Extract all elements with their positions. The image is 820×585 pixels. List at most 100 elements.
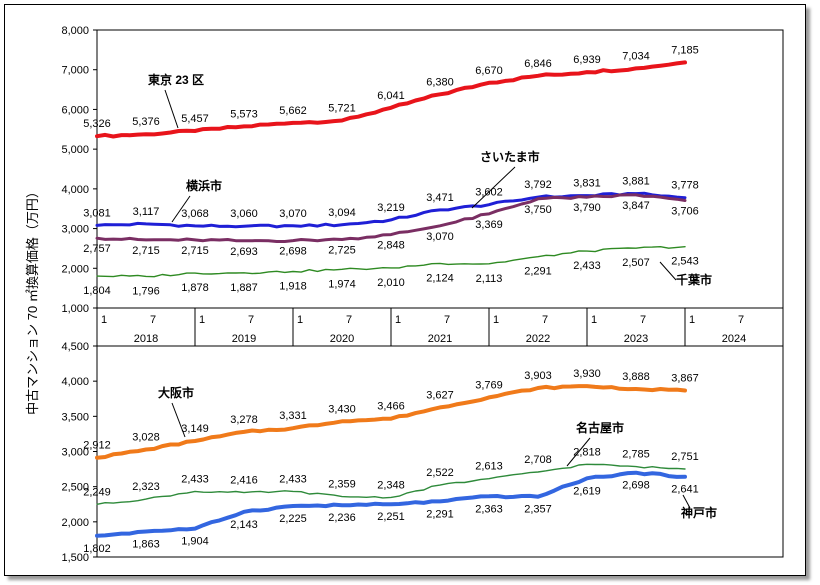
y-tick-label: 2,500	[61, 482, 89, 494]
data-label: 2,708	[524, 454, 552, 466]
data-label: 2,251	[377, 511, 405, 523]
x-year-label: 2022	[526, 333, 550, 345]
data-label: 2,543	[671, 256, 699, 268]
data-label: 3,094	[328, 207, 356, 219]
data-label: 2,113	[476, 273, 503, 285]
data-label: 2,785	[622, 449, 650, 461]
data-label: 1,796	[132, 285, 160, 297]
data-label: 3,070	[426, 231, 454, 243]
data-label: 2,363	[475, 503, 503, 515]
x-axis-band	[96, 307, 784, 347]
data-label: 2,751	[671, 451, 699, 463]
series-name-label: 大阪市	[158, 385, 194, 400]
y-tick-label: 3,000	[61, 224, 89, 236]
x-month-tick-label: 1	[591, 314, 597, 326]
series-line	[95, 191, 687, 229]
data-label: 3,930	[573, 368, 601, 380]
axes-layer: 1,000 2,000 3,000 4,000 5,000 6,000 7,000 8,000…	[61, 25, 784, 564]
y-tick-label: 3,000	[61, 447, 89, 459]
data-label: 2,291	[524, 266, 552, 278]
y-tick-label: 1,000	[61, 303, 89, 315]
series-name-label: 東京 23 区	[148, 72, 204, 87]
data-label: 2,725	[328, 244, 356, 256]
y-tick-label: 4,500	[61, 341, 89, 353]
data-label: 2,522	[426, 467, 454, 479]
data-label: 3,070	[279, 208, 307, 220]
data-label: 3,706	[671, 206, 699, 218]
data-label: 2,143	[230, 519, 258, 531]
data-label: 2,619	[573, 485, 601, 497]
data-label: 3,060	[230, 208, 258, 220]
y-tick-label: 8,000	[61, 25, 89, 37]
data-label: 3,888	[622, 371, 650, 383]
x-month-tick-label: 1	[101, 314, 107, 326]
x-month-tick-label: 1	[493, 314, 499, 326]
data-label: 2,249	[83, 486, 111, 498]
data-label: 3,068	[181, 208, 209, 220]
data-label: 2,433	[573, 260, 601, 272]
series-line	[96, 463, 686, 505]
data-label: 6,380	[426, 76, 454, 88]
data-label: 6,939	[573, 54, 601, 66]
x-month-tick-label: 1	[297, 314, 303, 326]
data-label: 2,433	[279, 473, 307, 485]
series-line	[95, 470, 687, 538]
data-label: 2,757	[83, 243, 111, 255]
data-label: 2,507	[622, 257, 650, 269]
data-label: 2,416	[230, 475, 258, 487]
leader-line	[164, 89, 179, 129]
y-tick-label: 3,500	[61, 411, 89, 423]
data-label: 2,693	[230, 246, 258, 258]
data-label: 2,912	[83, 440, 111, 452]
series-name-label: 横浜市	[186, 178, 222, 193]
data-label: 3,149	[181, 423, 209, 435]
x-month-tick-label: 7	[444, 314, 450, 326]
x-year-label: 2023	[624, 333, 648, 345]
data-label: 1,802	[83, 543, 111, 555]
data-label: 2,225	[279, 513, 307, 525]
series-line	[95, 384, 687, 460]
data-label: 5,662	[279, 105, 307, 117]
data-label: 2,818	[573, 446, 601, 458]
y-axis-label: 中古マンション 70 ㎡換算価格（万円）	[25, 185, 40, 415]
data-label: 3,471	[426, 192, 454, 204]
series-name-label: さいたま市	[480, 149, 540, 164]
series-name-label: 名古屋市	[576, 420, 624, 435]
data-label: 3,769	[475, 379, 503, 391]
data-label: 3,278	[230, 414, 258, 426]
data-label: 3,331	[279, 410, 307, 422]
x-month-tick-label: 7	[738, 314, 744, 326]
x-year-label: 2021	[428, 333, 452, 345]
x-month-tick-label: 7	[346, 314, 352, 326]
y-tick-label: 2,000	[61, 517, 89, 529]
y-tick-label: 6,000	[61, 104, 89, 116]
data-label: 3,081	[83, 207, 111, 219]
leader-line	[471, 166, 516, 209]
x-month-tick-label: 1	[689, 314, 695, 326]
data-label: 6,670	[475, 65, 503, 77]
leader-line	[171, 195, 191, 223]
data-label: 3,602	[475, 187, 503, 199]
data-label: 2,641	[671, 484, 699, 496]
data-label: 2,848	[377, 240, 405, 252]
series-name-label: 神戸市	[681, 505, 717, 520]
data-label: 3,778	[671, 180, 699, 192]
data-label: 3,117	[133, 206, 160, 218]
data-label: 2,357	[524, 504, 552, 516]
data-label: 3,466	[377, 401, 405, 413]
x-month-tick-label: 7	[248, 314, 254, 326]
series-name-label: 千葉市	[676, 272, 712, 287]
data-label: 1,918	[279, 281, 307, 293]
y-tick-label: 5,000	[61, 144, 89, 156]
y-tick-label: 2,000	[61, 263, 89, 275]
data-label: 6,846	[524, 58, 552, 70]
data-label: 5,721	[328, 103, 356, 115]
data-label: 2,359	[328, 479, 356, 491]
leader-line	[682, 494, 691, 509]
labels-layer: 5,326 5,376 5,457 5,573 5,662 5,721 6,041 6,380…	[83, 44, 717, 554]
series-line	[96, 246, 686, 278]
series-line	[95, 193, 687, 243]
x-year-label: 2020	[330, 333, 354, 345]
data-label: 1,863	[132, 538, 160, 550]
